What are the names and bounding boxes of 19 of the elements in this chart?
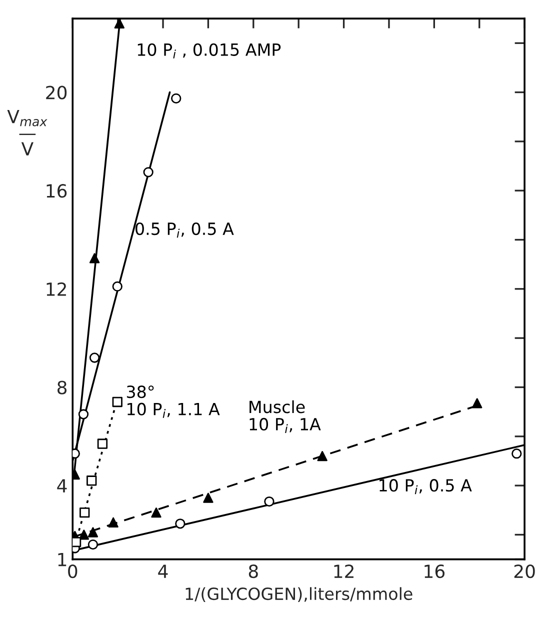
x-tick-label: 12 (334, 564, 354, 578)
series-label: 38° 10 P$_{i}$, 1.1 A (126, 386, 220, 418)
y-tick-label: 8 (58, 380, 67, 394)
text: 10 P$_{i}$, 0.5 A (380, 479, 472, 494)
x-tick-label: 4 (158, 564, 168, 578)
series-label: Muscle 10 P$_{i}$, 1A (250, 400, 321, 433)
x-tick-label: 16 (424, 564, 445, 578)
y-axis-title: V$_{max}$ — V (7, 110, 48, 156)
x-tick-label: 8 (248, 564, 258, 578)
y-tick-label: 1 (58, 552, 66, 566)
x-tick-label: 0 (68, 564, 78, 578)
y-tick-label: 16 (46, 184, 67, 198)
y-tick-label: 12 (46, 282, 66, 296)
x-tick-label: 20 (514, 564, 535, 578)
x-axis-title: 1/(GLYCOGEN),liters/mmole (186, 587, 412, 602)
y-tick-label: 20 (46, 86, 67, 100)
text: 0.5 P$_{i}$, 0.5 A (136, 222, 234, 238)
series-label: 10 P$_{i}$ , 0.015 AMP (138, 43, 281, 58)
y-tick-label: 4 (57, 479, 67, 492)
